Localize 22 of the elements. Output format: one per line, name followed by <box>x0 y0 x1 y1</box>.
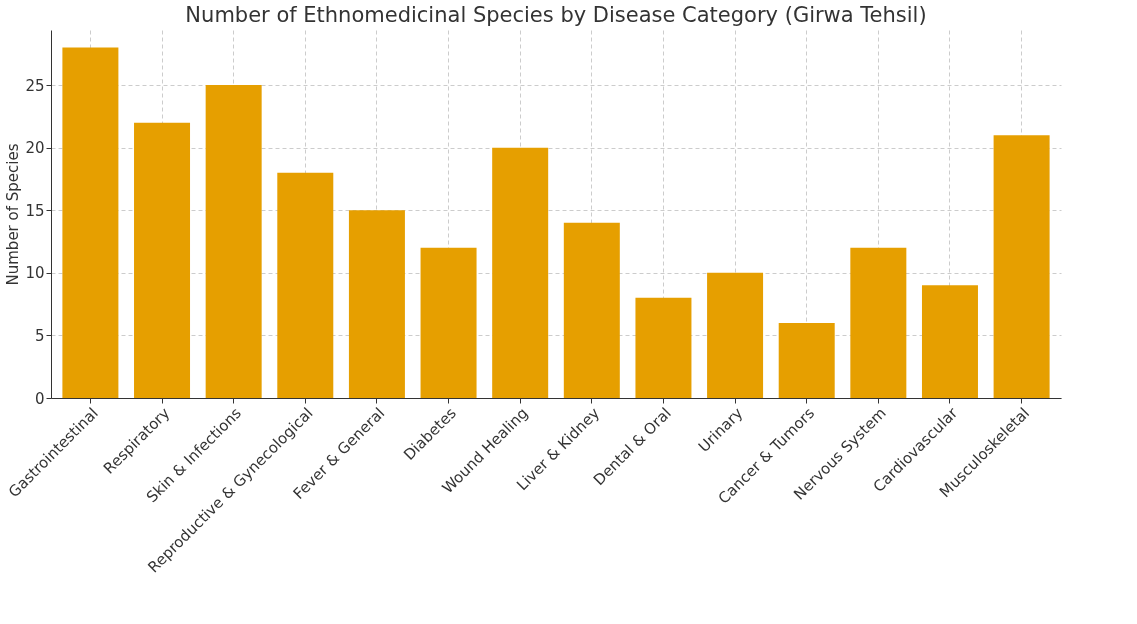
bar <box>62 47 119 398</box>
bar <box>778 322 835 398</box>
y-axis-title: Number of Species <box>4 143 23 286</box>
bar <box>420 247 477 398</box>
bar <box>707 272 764 398</box>
bar <box>134 122 191 398</box>
bar <box>850 247 907 398</box>
bar <box>492 147 549 398</box>
y-tick-label: 15 <box>25 201 45 220</box>
bar <box>277 172 334 398</box>
bar <box>921 285 978 398</box>
y-tick-label: 0 <box>34 389 45 408</box>
y-tick-label: 10 <box>25 264 45 283</box>
bar <box>563 222 620 398</box>
y-tick-label: 20 <box>25 139 45 158</box>
y-tick-label: 5 <box>34 326 45 345</box>
bar <box>635 297 692 398</box>
bar <box>993 135 1050 398</box>
bar <box>348 210 405 398</box>
y-tick-label: 25 <box>25 76 45 95</box>
bar <box>205 85 262 398</box>
chart-title: Number of Ethnomedicinal Species by Disease Category (Girwa Tehsil) <box>185 3 927 27</box>
